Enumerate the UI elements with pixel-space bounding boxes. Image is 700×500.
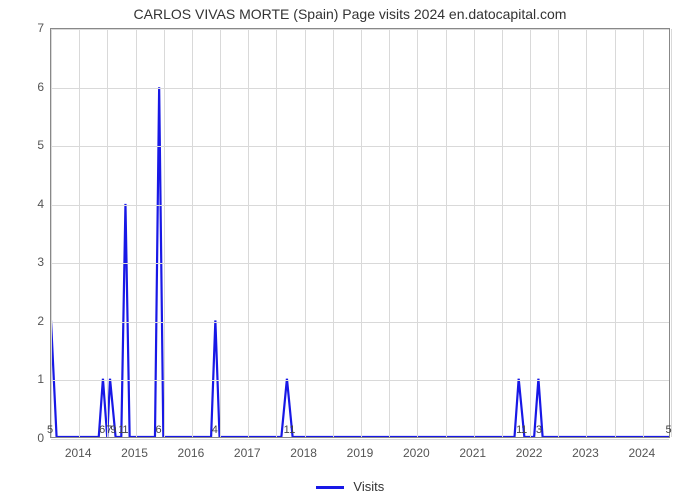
gridline-v	[530, 29, 531, 437]
gridline-v	[474, 29, 475, 437]
x-tick-label: 2022	[516, 446, 543, 460]
x-tick-label: 2019	[347, 446, 374, 460]
x-tick-label: 2015	[121, 446, 148, 460]
gridline-v	[417, 29, 418, 437]
base-value-label: 9	[110, 424, 116, 436]
y-tick-label: 4	[0, 197, 44, 211]
legend-label: Visits	[353, 479, 384, 494]
x-tick-label: 2014	[65, 446, 92, 460]
base-value-label: 6	[99, 424, 105, 436]
gridline-v	[558, 29, 559, 437]
gridline-h	[51, 205, 669, 206]
x-tick-label: 2018	[290, 446, 317, 460]
gridline-v	[643, 29, 644, 437]
base-value-label: 6	[155, 424, 161, 436]
gridline-v	[51, 29, 52, 437]
y-tick-label: 3	[0, 255, 44, 269]
legend-swatch	[316, 486, 344, 489]
base-value-label: 1	[521, 424, 527, 436]
gridline-v	[220, 29, 221, 437]
y-tick-label: 7	[0, 21, 44, 35]
x-tick-label: 2016	[178, 446, 205, 460]
base-value-label: 1	[122, 424, 128, 436]
base-value-label: 5	[666, 424, 672, 436]
gridline-h	[51, 439, 669, 440]
gridline-v	[502, 29, 503, 437]
gridline-h	[51, 322, 669, 323]
gridline-v	[192, 29, 193, 437]
line-series	[51, 29, 669, 437]
gridline-v	[615, 29, 616, 437]
gridline-h	[51, 88, 669, 89]
gridline-v	[671, 29, 672, 437]
gridline-v	[164, 29, 165, 437]
legend: Visits	[0, 479, 700, 494]
gridline-v	[586, 29, 587, 437]
y-tick-label: 1	[0, 372, 44, 386]
x-tick-label: 2020	[403, 446, 430, 460]
x-tick-label: 2023	[572, 446, 599, 460]
gridline-v	[389, 29, 390, 437]
y-tick-label: 0	[0, 431, 44, 445]
gridline-v	[79, 29, 80, 437]
gridline-h	[51, 146, 669, 147]
gridline-h	[51, 29, 669, 30]
plot-area	[50, 28, 670, 438]
chart-title: CARLOS VIVAS MORTE (Spain) Page visits 2…	[0, 6, 700, 22]
gridline-v	[361, 29, 362, 437]
x-tick-label: 2021	[459, 446, 486, 460]
gridline-v	[305, 29, 306, 437]
gridline-v	[136, 29, 137, 437]
gridline-v	[276, 29, 277, 437]
gridline-v	[248, 29, 249, 437]
base-value-label: 4	[212, 424, 218, 436]
x-tick-label: 2017	[234, 446, 261, 460]
base-value-label: 1	[289, 424, 295, 436]
gridline-v	[333, 29, 334, 437]
gridline-v	[107, 29, 108, 437]
x-tick-label: 2024	[628, 446, 655, 460]
y-tick-label: 6	[0, 80, 44, 94]
gridline-v	[446, 29, 447, 437]
base-value-label: 3	[536, 424, 542, 436]
base-value-label: 5	[47, 424, 53, 436]
gridline-h	[51, 380, 669, 381]
y-tick-label: 5	[0, 138, 44, 152]
gridline-h	[51, 263, 669, 264]
y-tick-label: 2	[0, 314, 44, 328]
